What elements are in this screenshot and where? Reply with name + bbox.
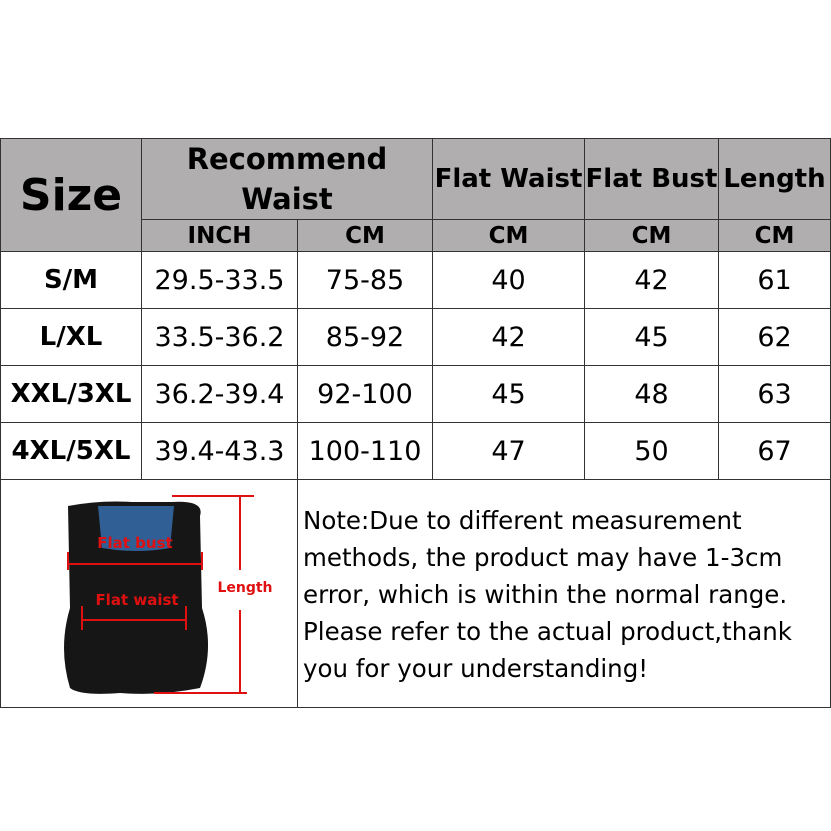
header-cm: CM <box>297 219 433 252</box>
flat-waist-label: Flat waist <box>95 591 178 609</box>
cell-cm: 85-92 <box>297 308 433 366</box>
cell-length: 62 <box>718 308 831 366</box>
cell-waist: 47 <box>432 422 585 480</box>
header-inch: INCH <box>141 219 298 252</box>
header-recommend-waist: Recommend Waist <box>141 138 433 220</box>
header-cm: CM <box>584 219 719 252</box>
cell-inch: 39.4-43.3 <box>141 422 298 480</box>
cell-length: 67 <box>718 422 831 480</box>
header-cm: CM <box>718 219 831 252</box>
cell-cm: 100-110 <box>297 422 433 480</box>
cell-length: 61 <box>718 251 831 309</box>
note-text: Note:Due to different measurement method… <box>303 506 792 683</box>
header-cm: CM <box>432 219 585 252</box>
cell-bust: 45 <box>584 308 719 366</box>
header-flat-bust: Flat Bust <box>584 138 719 220</box>
flat-bust-label: Flat bust <box>97 534 172 552</box>
cell-bust: 50 <box>584 422 719 480</box>
cell-size: S/M <box>0 251 142 309</box>
vest-image <box>64 501 209 694</box>
cell-size: XXL/3XL <box>0 365 142 423</box>
cell-size: L/XL <box>0 308 142 366</box>
cell-bust: 42 <box>584 251 719 309</box>
header-flat-waist: Flat Waist <box>432 138 585 220</box>
cell-length: 63 <box>718 365 831 423</box>
cell-inch: 36.2-39.4 <box>141 365 298 423</box>
cell-inch: 29.5-33.5 <box>141 251 298 309</box>
cell-size: 4XL/5XL <box>0 422 142 480</box>
cell-waist: 42 <box>432 308 585 366</box>
cell-cm: 92-100 <box>297 365 433 423</box>
cell-waist: 40 <box>432 251 585 309</box>
length-label: Length <box>217 580 272 596</box>
cell-waist: 45 <box>432 365 585 423</box>
header-length: Length <box>718 138 831 220</box>
vest-measurement-diagram: Flat bust Flat waist Length <box>64 495 273 694</box>
cell-bust: 48 <box>584 365 719 423</box>
header-size: Size <box>0 138 142 252</box>
cell-inch: 33.5-36.2 <box>141 308 298 366</box>
cell-cm: 75-85 <box>297 251 433 309</box>
